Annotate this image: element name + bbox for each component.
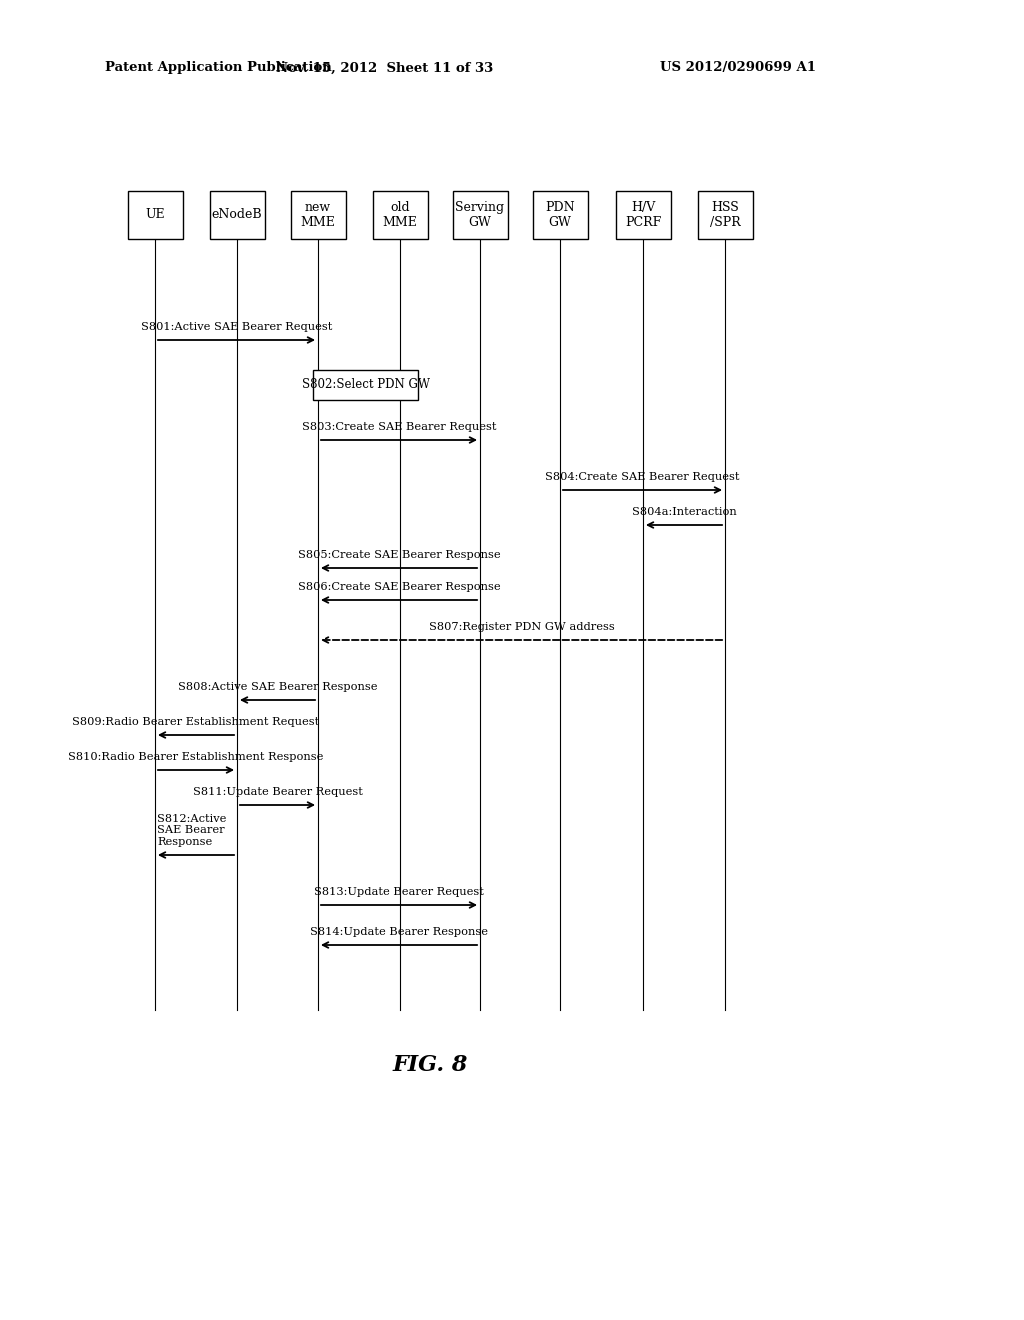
Text: S803:Create SAE Bearer Request: S803:Create SAE Bearer Request xyxy=(302,422,497,432)
Text: H/V
PCRF: H/V PCRF xyxy=(625,201,662,228)
Text: S812:Active
SAE Bearer
Response: S812:Active SAE Bearer Response xyxy=(157,814,226,847)
Text: S805:Create SAE Bearer Response: S805:Create SAE Bearer Response xyxy=(298,550,501,560)
Bar xyxy=(373,191,427,239)
Text: old
MME: old MME xyxy=(383,201,418,228)
Bar xyxy=(313,370,418,400)
Text: PDN
GW: PDN GW xyxy=(545,201,574,228)
Text: HSS
/SPR: HSS /SPR xyxy=(710,201,740,228)
Bar xyxy=(128,191,182,239)
Text: eNodeB: eNodeB xyxy=(212,209,262,222)
Text: US 2012/0290699 A1: US 2012/0290699 A1 xyxy=(660,62,816,74)
Text: S806:Create SAE Bearer Response: S806:Create SAE Bearer Response xyxy=(298,582,501,591)
Text: S804:Create SAE Bearer Request: S804:Create SAE Bearer Request xyxy=(545,473,739,482)
Text: S810:Radio Bearer Establishment Response: S810:Radio Bearer Establishment Response xyxy=(69,752,324,762)
Bar xyxy=(453,191,508,239)
Text: S804a:Interaction: S804a:Interaction xyxy=(632,507,736,517)
Text: new
MME: new MME xyxy=(301,201,336,228)
Text: FIG. 8: FIG. 8 xyxy=(392,1053,468,1076)
Bar xyxy=(615,191,671,239)
Text: UE: UE xyxy=(145,209,165,222)
Text: Serving
GW: Serving GW xyxy=(456,201,505,228)
Text: S811:Update Bearer Request: S811:Update Bearer Request xyxy=(193,787,362,797)
Text: S801:Active SAE Bearer Request: S801:Active SAE Bearer Request xyxy=(141,322,332,333)
Text: S814:Update Bearer Response: S814:Update Bearer Response xyxy=(310,927,488,937)
Bar xyxy=(210,191,264,239)
Text: S809:Radio Bearer Establishment Request: S809:Radio Bearer Establishment Request xyxy=(73,717,319,727)
Text: Patent Application Publication: Patent Application Publication xyxy=(105,62,332,74)
Text: S802:Select PDN GW: S802:Select PDN GW xyxy=(301,379,429,392)
Text: S808:Active SAE Bearer Response: S808:Active SAE Bearer Response xyxy=(178,682,377,692)
Bar xyxy=(291,191,345,239)
Bar xyxy=(697,191,753,239)
Text: Nov. 15, 2012  Sheet 11 of 33: Nov. 15, 2012 Sheet 11 of 33 xyxy=(276,62,494,74)
Text: S813:Update Bearer Request: S813:Update Bearer Request xyxy=(314,887,484,898)
Text: S807:Register PDN GW address: S807:Register PDN GW address xyxy=(429,622,614,632)
Bar xyxy=(532,191,588,239)
